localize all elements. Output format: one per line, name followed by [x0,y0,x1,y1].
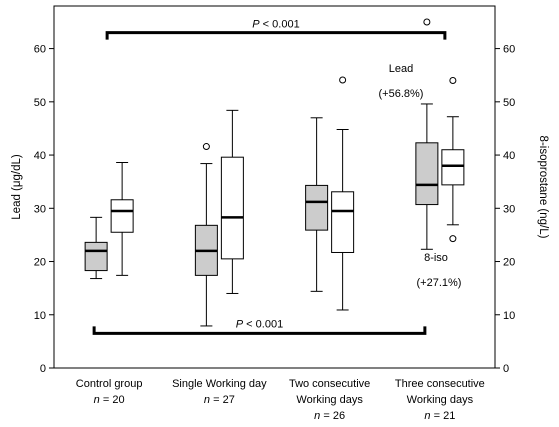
category-n-label: n = 26 [314,410,345,422]
box-8-iso-3 [331,76,355,311]
box-lead-1 [84,216,108,280]
bottom-bracket-line [92,326,427,335]
category-label-line2: Working days [407,394,474,406]
y-left-tick-label: 50 [34,97,46,109]
y-left-tick-label: 0 [40,363,46,375]
box-lead-3 [305,117,329,292]
y-right-axis-title: 8-isoprostane (ng/L) [537,136,549,239]
box-lead-2 [194,143,218,327]
box-iqr [331,191,355,253]
box-8-iso-2 [220,109,244,294]
box-lead-4 [415,18,439,250]
y-left-tick-label: 20 [34,257,46,269]
y-right-tick-label: 10 [503,310,515,322]
y-left-axis-title: Lead (μg/dL) [11,154,23,220]
outlier-point [202,143,210,151]
y-right-tick-label: 20 [503,257,515,269]
y-right-tick-label: 0 [503,363,509,375]
outlier-point [339,76,347,84]
iso-annotation-label: 8-iso [424,252,448,264]
y-left-tick-label: 60 [34,44,46,56]
y-left-tick-label: 40 [34,150,46,162]
top-significance-bracket: P < 0.001 [105,19,447,40]
category-label: Single Working day [172,378,267,390]
category-labels: Control group n = 20 Single Working day n =… [76,378,485,422]
category-n-label: n = 21 [424,410,455,422]
box-iqr [220,156,244,260]
y-left-ticks: 0 10 20 30 40 50 60 [34,44,54,375]
category-label: Two consecutive [289,378,370,390]
box-8-iso-1 [110,162,134,276]
category-label-line2: Working days [296,394,363,406]
category-n-label: n = 27 [204,394,235,406]
category-label: Control group [76,378,143,390]
bottom-bracket-p-label: P < 0.001 [236,318,283,330]
y-right-tick-label: 40 [503,150,515,162]
box-series [84,18,465,327]
lead-annotation-label: Lead [389,63,413,75]
outlier-point [449,235,457,243]
bottom-significance-bracket: P < 0.001 [92,318,427,335]
box-8-iso-4 [441,77,465,243]
top-bracket-line [105,31,447,40]
outlier-point [449,77,457,85]
box-iqr [84,241,108,272]
y-right-tick-label: 30 [503,203,515,215]
y-right-tick-label: 60 [503,44,515,56]
plot-frame [53,5,496,369]
box-iqr [110,199,134,233]
top-bracket-p-label: P < 0.001 [252,19,299,31]
iso-annotation-change: (+27.1%) [417,277,462,289]
y-left-tick-label: 30 [34,203,46,215]
y-left-tick-label: 10 [34,310,46,322]
category-label: Three consecutive [395,378,485,390]
category-n-label: n = 20 [94,394,125,406]
outlier-point [423,18,431,26]
y-right-ticks: 0 10 20 30 40 50 60 [495,44,515,375]
lead-annotation-change: (+56.8%) [379,88,424,100]
box-iqr [305,184,329,231]
y-right-tick-label: 50 [503,97,515,109]
box-iqr [415,142,439,206]
box-iqr [441,149,465,186]
